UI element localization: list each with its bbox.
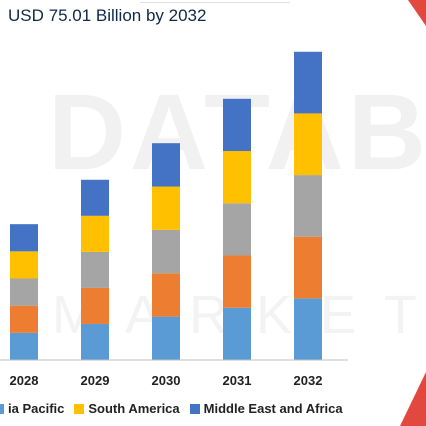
legend-swatch [74,403,85,414]
bar-segment [294,113,322,176]
bar-segment [294,298,322,360]
bar-segment [152,316,180,360]
clipped-title-remnant [140,0,290,3]
bar-segment [223,203,251,256]
x-tick-labels: 2028 2029 2030 2031 2032 [10,373,323,388]
legend-label: ia Pacific [8,401,65,416]
bar-segment [152,229,180,274]
bar-segment [81,251,109,288]
legend: ia Pacific South America Middle East and… [0,401,353,416]
bar-segment [81,179,109,216]
x-tick-label: 2031 [223,373,252,388]
chart-subtitle: USD 75.01 Billion by 2032 [8,6,207,25]
x-tick-label: 2028 [10,373,39,388]
x-tick-label: 2032 [294,373,323,388]
bar-segment [294,51,322,114]
bar-segment [10,224,38,252]
bar-segment [223,307,251,360]
bar-segment [294,236,322,299]
bar-segment [81,287,109,324]
bar-segment [294,175,322,237]
bar-group [10,51,322,360]
legend-swatch [0,403,4,414]
legend-item: ia Pacific [0,401,64,416]
legend-item: Middle East and Africa [189,401,343,416]
legend-label: South America [88,401,180,416]
legend-label: Middle East and Africa [203,401,343,416]
x-tick-label: 2030 [152,373,181,388]
bar-segment [223,98,251,152]
legend-swatch [189,403,200,414]
bar-segment [152,186,180,230]
bar-segment [81,323,109,360]
bar-segment [152,143,180,187]
x-tick-label: 2029 [81,373,110,388]
bar-segment [223,151,251,204]
bar-segment [81,215,109,252]
bar-segment [152,273,180,317]
bar-segment [10,251,38,279]
bar-segment [10,305,38,333]
bar-segment [223,255,251,308]
legend-item: South America [74,401,180,416]
bar-segment [10,332,38,360]
bar-segment [10,278,38,306]
